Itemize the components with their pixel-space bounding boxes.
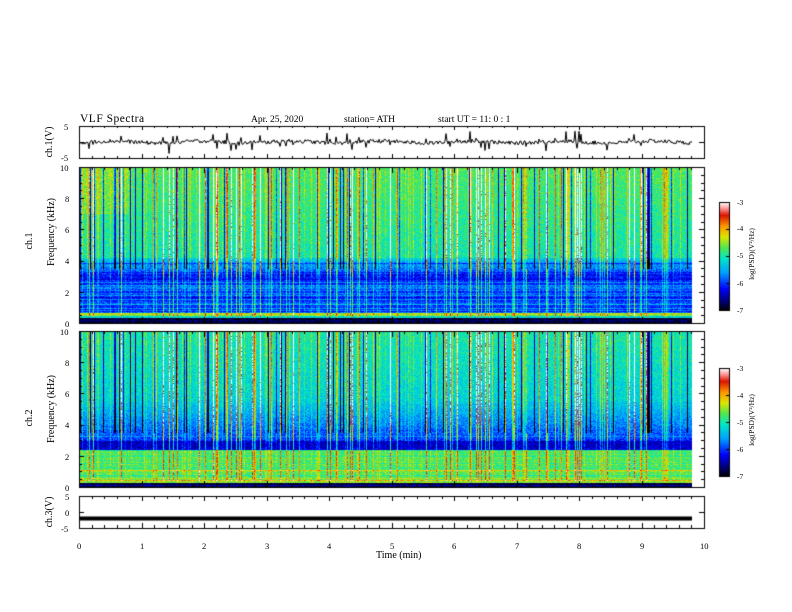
ch1-ytick: -5	[61, 153, 69, 163]
ch1-ytick: 5	[64, 122, 69, 132]
station-label: station= ATH	[344, 115, 396, 125]
cbar2-label: log(PSD)(V²/Hz)	[747, 394, 756, 446]
spec2-ytick: 10	[60, 327, 69, 337]
cbar1-tick: -5	[737, 251, 744, 260]
xtick: 8	[577, 541, 582, 551]
cbar1-tick: -7	[737, 306, 744, 315]
cbar2-tick: -4	[737, 391, 744, 400]
spec1-ytick: 0	[65, 319, 70, 329]
cbar2-tick: -5	[737, 418, 744, 427]
spec1-ytick: 2	[65, 288, 70, 298]
cbar1-tick: -6	[737, 279, 744, 288]
spec1-ytick: 4	[65, 256, 70, 266]
spec2-ytick: 0	[65, 483, 70, 493]
cbar2-tick: -7	[737, 472, 744, 481]
xtick: 9	[640, 541, 645, 551]
spec2-frequency-ylabel: Frequency (kHz)	[46, 374, 57, 444]
cbar1-tick: -4	[737, 224, 744, 233]
spec1-ytick: 6	[65, 225, 70, 235]
cbar1-tick: -3	[737, 198, 744, 207]
xtick: 0	[77, 541, 82, 551]
xtick: 7	[515, 541, 520, 551]
xtick: 2	[202, 541, 207, 551]
date-label: Apr. 25, 2020	[251, 115, 304, 125]
ch3-ytick: 5	[65, 492, 70, 502]
cbar1-label: log(PSD)(V²/Hz)	[747, 228, 756, 280]
ch3-voltage-ylabel: ch.3(V)	[44, 496, 55, 528]
cbar2-tick: -3	[737, 364, 744, 373]
spec1-frequency-ylabel: Frequency (kHz)	[46, 197, 57, 267]
ch3-ytick: -5	[61, 524, 69, 534]
xtick: 1	[140, 541, 145, 551]
xtick: 4	[327, 541, 332, 551]
spec2-ytick: 4	[65, 420, 70, 430]
start-time-label: start UT = 11: 0 : 1	[438, 115, 511, 125]
ch1-voltage-ylabel: ch.1(V)	[44, 126, 55, 158]
figure-title: VLF Spectra	[80, 113, 145, 125]
cbar2-tick: -6	[737, 445, 744, 454]
spec1-channel-ylabel: ch.1	[24, 232, 35, 250]
x-axis-label: Time (min)	[376, 550, 422, 561]
spec2-ytick: 6	[65, 389, 70, 399]
xtick: 5	[390, 541, 395, 551]
spec2-ytick: 8	[65, 358, 70, 368]
spec1-ytick: 10	[60, 163, 69, 173]
spec2-ytick: 2	[65, 452, 70, 462]
spec2-channel-ylabel: ch.2	[24, 409, 35, 427]
xtick: 3	[265, 541, 270, 551]
xtick: 6	[452, 541, 457, 551]
spec1-ytick: 8	[65, 194, 70, 204]
xtick: 10	[700, 541, 709, 551]
ch3-ytick: 0	[65, 508, 70, 518]
